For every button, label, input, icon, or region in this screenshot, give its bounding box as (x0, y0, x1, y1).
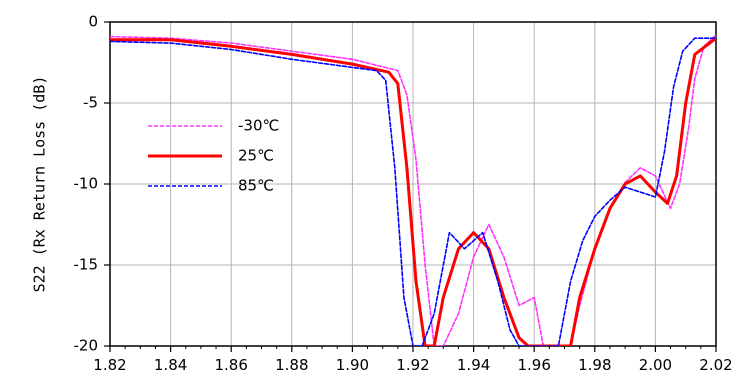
x-tick-label: 1.82 (93, 356, 126, 374)
x-tick-label: 2.00 (639, 356, 672, 374)
x-tick-label: 1.94 (457, 356, 490, 374)
ticks-layer: 1.82 1.84 1.86 1.88 1.90 1.92 1.94 1.96 1.98 2.00… (74, 13, 733, 375)
legend: -30℃ 25℃ 85℃ (148, 117, 279, 195)
legend-label-0: -30℃ (238, 117, 279, 135)
legend-label-1: 25℃ (238, 147, 274, 165)
y-tick-label: 0 (88, 13, 98, 31)
legend-label-2: 85℃ (238, 177, 274, 195)
y-tick-label: -5 (83, 94, 98, 112)
x-tick-label: 1.84 (154, 356, 187, 374)
y-tick-label: -20 (74, 337, 99, 355)
x-tick-label: 1.90 (336, 356, 369, 374)
x-tick-label: 2.02 (699, 356, 732, 374)
x-tick-label: 1.92 (396, 356, 429, 374)
y-tick-label: -15 (74, 256, 99, 274)
x-tick-label: 1.88 (275, 356, 308, 374)
x-tick-label: 1.96 (517, 356, 550, 374)
x-tick-label: 1.86 (214, 356, 247, 374)
y-axis-title: S22 (Rx Return Loss (dB) (31, 76, 49, 293)
y-tick-label: -10 (74, 175, 99, 193)
x-tick-label: 1.98 (578, 356, 611, 374)
